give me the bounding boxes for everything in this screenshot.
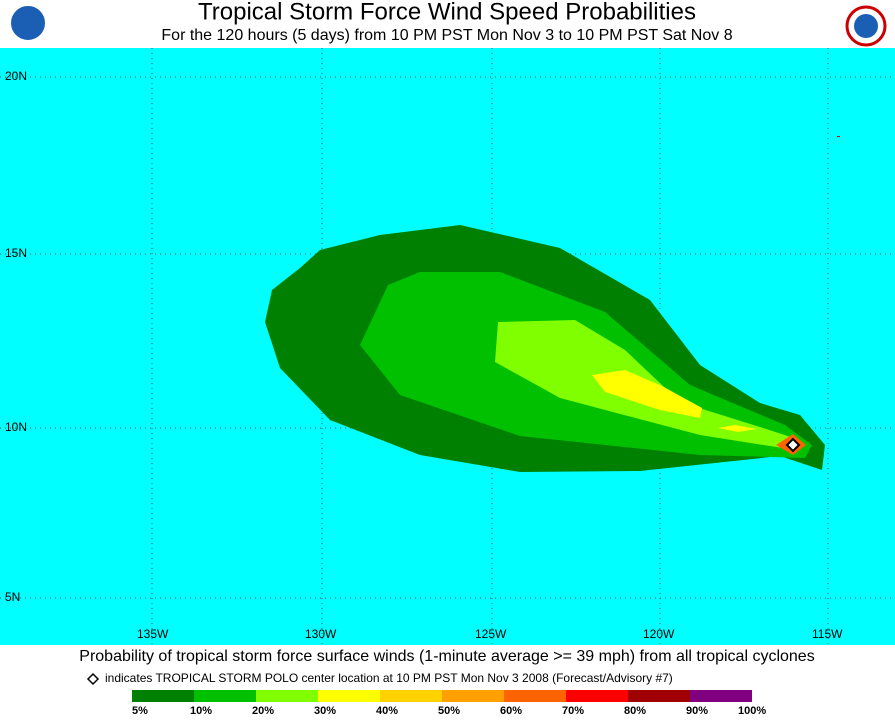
prob-30b: [718, 425, 757, 432]
lon-label: 135W: [137, 627, 169, 641]
legend-swatch: [194, 690, 256, 702]
legend-note: indicates TROPICAL STORM POLO center loc…: [105, 671, 673, 685]
lat-label: 5N: [5, 590, 20, 604]
legend-swatch: [256, 690, 318, 702]
legend-swatch: [318, 690, 380, 702]
legend-label: 90%: [686, 705, 708, 716]
caption: Probability of tropical storm force surf…: [79, 648, 814, 665]
prob-30: [592, 370, 702, 418]
lon-label: 130W: [305, 627, 337, 641]
legend-swatch: [628, 690, 690, 702]
legend-label: 5%: [132, 705, 148, 716]
nws-logo-inner: [854, 14, 878, 38]
title: Tropical Storm Force Wind Speed Probabil…: [198, 0, 696, 25]
lat-label: 20N: [5, 69, 27, 83]
legend-label: 70%: [562, 705, 584, 716]
lat-label: 10N: [5, 420, 27, 434]
legend-swatch: [442, 690, 504, 702]
legend-swatch: [132, 690, 194, 702]
legend-label: 60%: [500, 705, 522, 716]
legend-label: 30%: [314, 705, 336, 716]
legend-label: 20%: [252, 705, 274, 716]
legend-swatch: [566, 690, 628, 702]
noaa-logo: [9, 4, 47, 42]
subtitle: For the 120 hours (5 days) from 10 PM PS…: [161, 27, 732, 44]
legend-label: 10%: [190, 705, 212, 716]
lon-label: 115W: [812, 627, 843, 641]
island: [837, 136, 840, 137]
legend-label: 40%: [376, 705, 398, 716]
legend-swatch: [690, 690, 752, 702]
lat-label: 15N: [5, 246, 27, 260]
legend-label: 100%: [738, 705, 766, 716]
legend-swatch: [504, 690, 566, 702]
legend-label: 50%: [438, 705, 460, 716]
lon-label: 125W: [475, 627, 507, 641]
legend-diamond: [86, 672, 100, 686]
legend-swatch: [380, 690, 442, 702]
legend-label: 80%: [624, 705, 646, 716]
storm-center: [785, 437, 801, 453]
lon-label: 120W: [643, 627, 675, 641]
